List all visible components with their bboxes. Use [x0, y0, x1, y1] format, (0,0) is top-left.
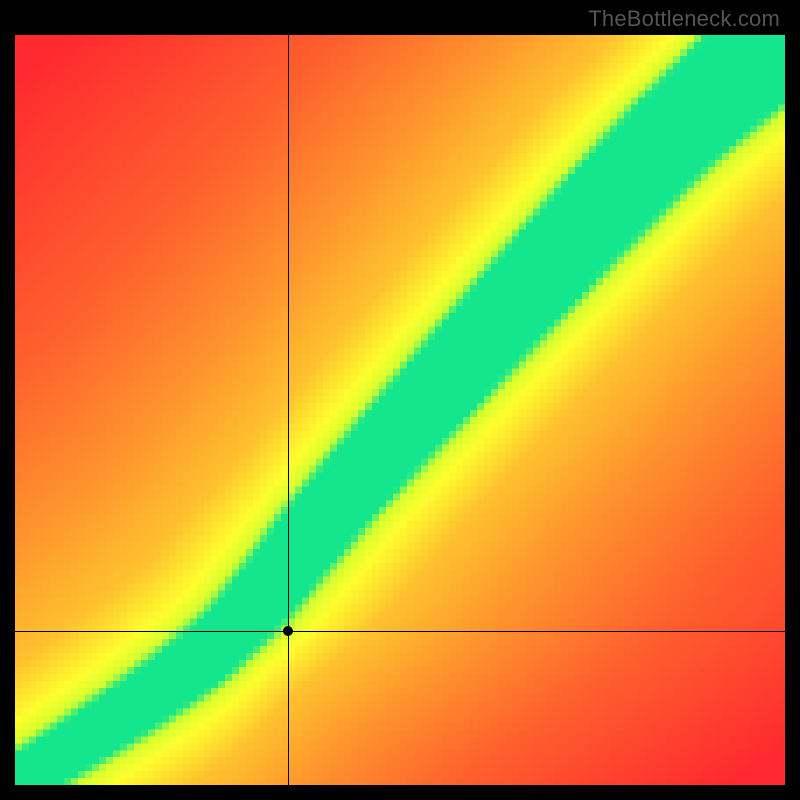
- heatmap-plot: [15, 35, 785, 785]
- bottleneck-heatmap-canvas: [15, 35, 785, 785]
- crosshair-horizontal: [15, 631, 785, 632]
- crosshair-vertical: [288, 35, 289, 785]
- watermark-text: TheBottleneck.com: [588, 6, 780, 32]
